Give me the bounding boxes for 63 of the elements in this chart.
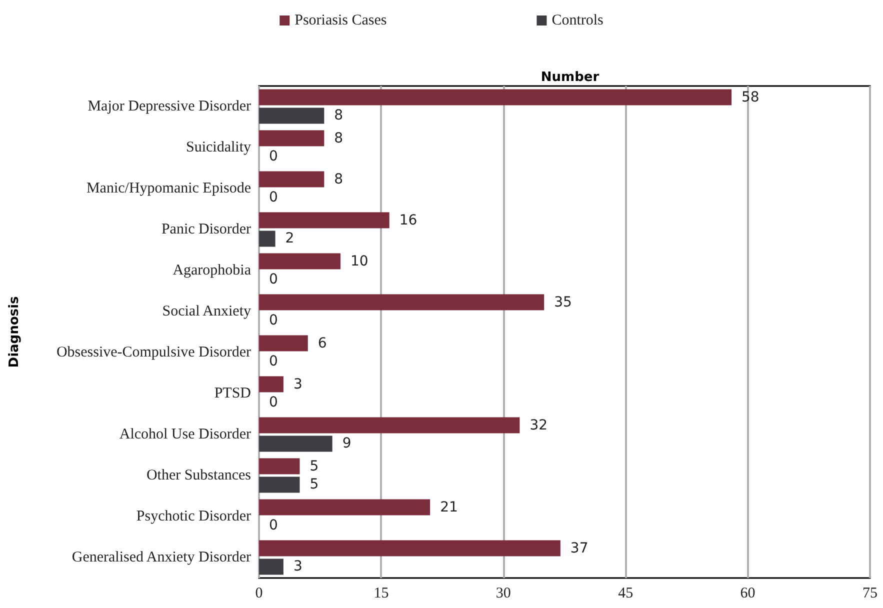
y-tick-label: Suicidality bbox=[186, 140, 252, 156]
x-tick-label: 45 bbox=[618, 586, 634, 602]
bar bbox=[259, 558, 284, 575]
data-label: 0 bbox=[269, 272, 278, 288]
x-tick-label: 30 bbox=[496, 586, 511, 602]
y-tick-label: Manic/Hypomanic Episode bbox=[86, 180, 252, 196]
y-tick-label: Panic Disorder bbox=[161, 222, 252, 238]
y-tick-label: Psychotic Disorder bbox=[136, 508, 251, 524]
data-label: 10 bbox=[350, 253, 368, 270]
y-axis-title: Diagnosis bbox=[7, 296, 22, 368]
data-label: 8 bbox=[334, 108, 344, 124]
data-label: 37 bbox=[570, 540, 588, 556]
data-label: 5 bbox=[310, 458, 319, 474]
bar bbox=[259, 335, 308, 352]
data-label: 0 bbox=[269, 354, 278, 370]
bar bbox=[259, 376, 284, 392]
x-tick-label: 60 bbox=[740, 586, 756, 602]
bar bbox=[259, 294, 544, 310]
y-tick-label: Major Depressive Disorder bbox=[88, 98, 251, 114]
data-label: 5 bbox=[310, 476, 319, 493]
bar bbox=[259, 230, 276, 247]
data-label: 0 bbox=[269, 312, 278, 329]
y-tick-label: Social Anxiety bbox=[162, 304, 252, 320]
data-label: 0 bbox=[269, 394, 278, 411]
data-label: 58 bbox=[742, 89, 760, 106]
bar bbox=[259, 540, 560, 556]
data-label: 8 bbox=[334, 130, 344, 146]
bar bbox=[259, 108, 324, 124]
x-tick-label: 0 bbox=[255, 586, 263, 602]
y-tick-label: Agarophobia bbox=[172, 262, 252, 278]
data-label: 9 bbox=[342, 436, 352, 452]
bar bbox=[259, 458, 300, 474]
data-label: 0 bbox=[269, 518, 278, 534]
data-label: 8 bbox=[334, 171, 344, 188]
bar bbox=[259, 171, 324, 188]
y-tick-label: Alcohol Use Disorder bbox=[119, 426, 251, 442]
legend-label: Controls bbox=[552, 12, 604, 28]
data-label: 0 bbox=[269, 190, 278, 206]
bar bbox=[259, 436, 332, 452]
y-tick-label: Generalised Anxiety Disorder bbox=[72, 550, 251, 566]
data-label: 6 bbox=[318, 335, 327, 352]
data-label: 32 bbox=[530, 417, 548, 434]
data-label: 16 bbox=[399, 212, 418, 228]
x-tick-label: 75 bbox=[862, 586, 878, 602]
data-label: 21 bbox=[440, 499, 458, 516]
y-tick-label: Obsessive-Compulsive Disorder bbox=[56, 344, 252, 360]
bar bbox=[259, 499, 430, 516]
y-tick-label: PTSD bbox=[214, 386, 252, 402]
bar bbox=[259, 212, 390, 228]
data-label: 35 bbox=[554, 294, 572, 310]
y-tick-label: Other Substances bbox=[146, 468, 252, 484]
data-label: 3 bbox=[293, 376, 302, 392]
data-label: 0 bbox=[269, 148, 278, 165]
x-tick-label: 15 bbox=[374, 586, 389, 602]
bar bbox=[259, 417, 520, 434]
bar bbox=[259, 253, 340, 270]
data-label: 2 bbox=[285, 230, 294, 247]
bar bbox=[259, 89, 732, 106]
bar bbox=[259, 130, 324, 146]
bar bbox=[259, 476, 300, 493]
data-label: 3 bbox=[293, 558, 302, 575]
x-axis-title: Number bbox=[540, 70, 600, 85]
legend-label: Psoriasis Cases bbox=[294, 12, 387, 28]
